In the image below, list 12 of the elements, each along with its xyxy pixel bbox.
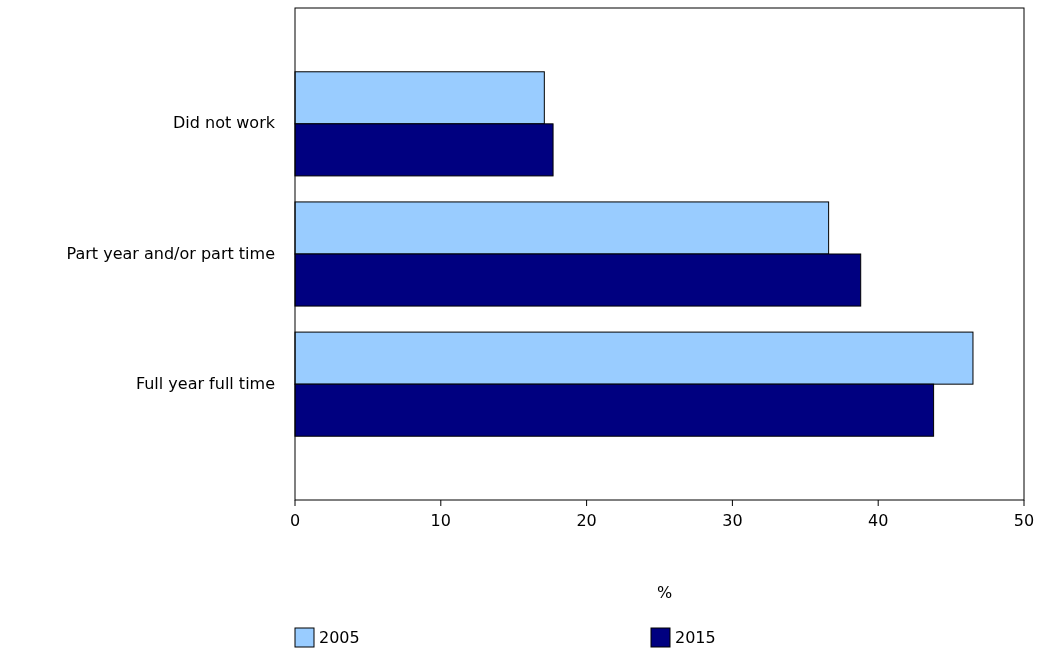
- x-tick-label: 0: [289, 511, 301, 530]
- y-tick-label: Part year and/or part time: [66, 243, 275, 263]
- legend-label: 2015: [675, 627, 716, 647]
- y-tick-label: Did not work: [172, 113, 276, 133]
- x-tick-label: 20: [576, 511, 597, 530]
- legend-label: 2005: [319, 627, 360, 647]
- x-tick-label: 50: [1013, 511, 1035, 530]
- y-tick-label: Full year full time: [135, 373, 275, 393]
- x-tick-label: 40: [868, 511, 889, 530]
- x-axis-title: %: [656, 583, 673, 602]
- x-tick-label: 30: [722, 511, 743, 530]
- x-tick-label: 10: [430, 511, 451, 530]
